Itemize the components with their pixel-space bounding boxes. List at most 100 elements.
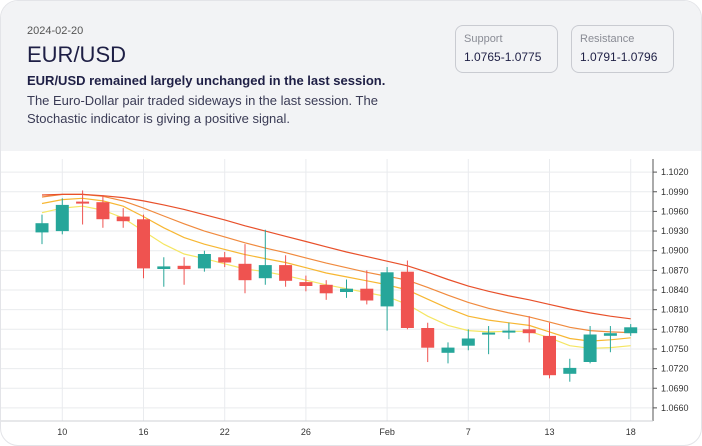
candle-body	[421, 328, 435, 348]
candle-down	[543, 322, 556, 379]
candle-body	[197, 254, 211, 269]
pair-title: EUR/USD	[27, 42, 127, 67]
y-tick-label: 1.0930	[661, 226, 689, 236]
x-tick-label: Feb	[379, 427, 395, 437]
candle-body	[543, 335, 556, 376]
candle-down	[360, 270, 374, 305]
y-tick-label: 1.0660	[661, 403, 689, 413]
support-label: Support	[464, 33, 503, 45]
x-tick-labels: 10 16 22 26 Feb 7 13 18	[57, 427, 635, 437]
axes	[1, 159, 654, 422]
y-tick-label: 1.0810	[661, 305, 689, 315]
candle-down	[76, 190, 90, 225]
candle-down	[522, 316, 536, 343]
candle-body	[624, 327, 638, 334]
candle-up	[258, 229, 272, 285]
candle-body	[76, 201, 90, 204]
y-tick-labels: 1.1020 1.0990 1.0960 1.0930 1.0900 1.0870 1.08…	[661, 167, 689, 413]
x-tick-label: 22	[220, 427, 230, 437]
candle-body	[55, 204, 69, 232]
candle-down	[421, 322, 435, 363]
support-box: Support 1.0765-1.0775	[455, 25, 558, 73]
candle-up	[583, 326, 597, 364]
candle-body	[441, 347, 455, 353]
candle-up	[603, 326, 617, 353]
candle-down	[319, 280, 333, 300]
candle-down	[116, 208, 130, 228]
y-tick-label: 1.0840	[661, 285, 689, 295]
moving-averages	[41, 193, 631, 349]
y-tick-label: 1.0780	[661, 324, 689, 334]
report-date: 2024-02-20	[27, 25, 84, 37]
candle-body	[238, 263, 252, 281]
candle-up	[624, 324, 638, 336]
candle-body	[482, 332, 496, 335]
x-tick-label: 16	[138, 427, 148, 437]
candle-body	[360, 288, 374, 301]
headline: EUR/USD remained largely unchanged in th…	[27, 73, 386, 88]
candle-body	[137, 219, 150, 269]
candle-down	[96, 195, 110, 228]
candle-body	[502, 330, 516, 333]
candle-down	[218, 252, 232, 268]
resistance-box: Resistance 1.0791-1.0796	[571, 25, 674, 73]
candle-up	[441, 342, 455, 364]
x-tick-label: 26	[301, 427, 311, 437]
description: The Euro-Dollar pair traded sideways in …	[27, 93, 378, 126]
y-tick-label: 1.0990	[661, 187, 689, 197]
y-tick-label: 1.0750	[661, 344, 689, 354]
x-tick-label: 18	[626, 427, 636, 437]
y-tick-label: 1.0720	[661, 364, 689, 374]
candle-body	[279, 265, 293, 281]
candle-up	[197, 250, 211, 272]
candle-up	[157, 257, 171, 287]
candle-body	[218, 257, 232, 263]
candle-up	[563, 358, 577, 382]
candle-down	[177, 257, 191, 285]
candle-body	[116, 216, 130, 222]
moving-average-line	[41, 197, 631, 342]
candle-body	[258, 265, 272, 279]
y-tick-label: 1.0960	[661, 206, 689, 216]
candle-body	[461, 338, 475, 346]
candle-up	[35, 214, 49, 245]
x-tick-label: 10	[57, 427, 67, 437]
y-tick-label: 1.0900	[661, 246, 689, 256]
candle-body	[380, 272, 394, 307]
moving-average-line	[41, 193, 631, 320]
candle-up	[502, 322, 516, 340]
candle-down	[299, 275, 313, 292]
header-panel: 2024-02-20 EUR/USD EUR/USD remained larg…	[1, 1, 701, 151]
support-value: 1.0765-1.0775	[464, 50, 542, 64]
candle-up	[461, 329, 475, 351]
candlestick-chart: 1.1020 1.0990 1.0960 1.0930 1.0900 1.0870 1.08…	[1, 159, 689, 437]
candle-body	[522, 329, 536, 334]
candle-body	[400, 271, 414, 328]
candle-body	[299, 282, 313, 286]
x-tick-label: 7	[466, 427, 471, 437]
candle-body	[35, 223, 49, 233]
candle-down	[400, 260, 414, 330]
candle-body	[157, 266, 171, 269]
candle-body	[603, 333, 617, 336]
candle-up	[482, 326, 496, 355]
y-tick-label: 1.0870	[661, 265, 689, 275]
candle-body	[563, 367, 577, 374]
resistance-value: 1.0791-1.0796	[580, 50, 658, 64]
candle-body	[177, 265, 191, 270]
moving-average-line	[41, 193, 631, 334]
y-tick-label: 1.1020	[661, 167, 689, 177]
candle-up	[55, 198, 69, 235]
y-tick-label: 1.0690	[661, 383, 689, 393]
candle-body	[340, 288, 353, 292]
candle-body	[319, 284, 333, 294]
resistance-label: Resistance	[580, 33, 635, 45]
candle-body	[583, 334, 597, 362]
candle-down	[279, 255, 293, 287]
candle-up	[380, 267, 394, 331]
candles	[35, 190, 638, 382]
candle-down	[238, 244, 252, 294]
candle-down	[137, 214, 150, 279]
candle-up	[340, 279, 353, 298]
